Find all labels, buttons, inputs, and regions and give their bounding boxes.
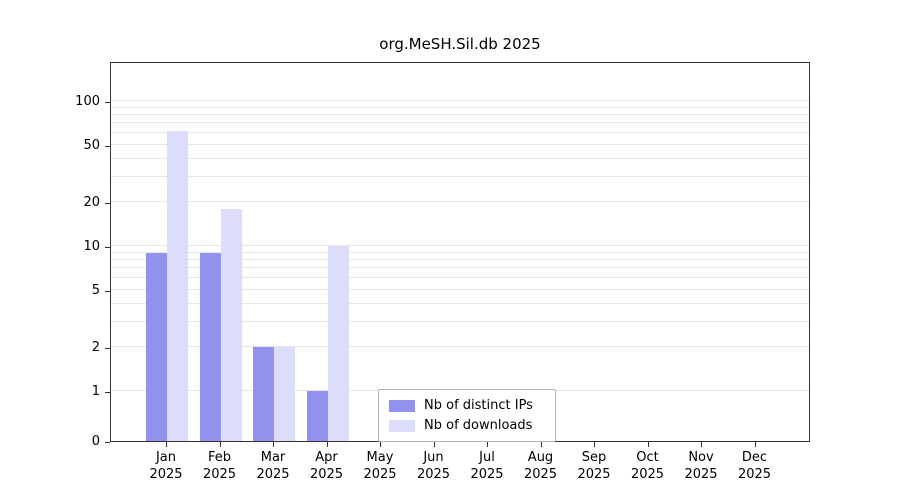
y-tick-label: 20 bbox=[83, 195, 100, 211]
x-tick-label: Dec 2025 bbox=[737, 450, 772, 482]
gridline bbox=[111, 100, 809, 101]
y-tick-label: 1 bbox=[91, 384, 100, 399]
x-tick-label: Jan 2025 bbox=[149, 450, 183, 482]
gridline bbox=[111, 288, 809, 290]
x-tick-label: Jul 2025 bbox=[470, 450, 504, 482]
plot-area bbox=[110, 62, 810, 442]
x-tick-mark bbox=[594, 442, 595, 447]
gridline bbox=[111, 346, 809, 348]
bar-distinct-ips bbox=[253, 347, 274, 441]
bar-distinct-ips bbox=[199, 252, 221, 441]
gridline bbox=[111, 106, 809, 108]
x-tick-mark bbox=[487, 442, 488, 447]
y-tick-mark bbox=[105, 392, 110, 393]
gridline bbox=[111, 114, 809, 116]
bar-downloads bbox=[220, 209, 242, 441]
y-tick-mark bbox=[105, 290, 110, 292]
x-tick-mark bbox=[433, 442, 435, 447]
gridline bbox=[111, 277, 809, 279]
legend-label-downloads: Nb of downloads bbox=[424, 418, 533, 433]
gridline bbox=[111, 320, 809, 322]
bar-downloads bbox=[274, 347, 295, 441]
y-tick-label: 10 bbox=[83, 239, 100, 254]
x-tick-label: Mar 2025 bbox=[256, 450, 290, 482]
y-tick-label: 5 bbox=[91, 282, 100, 298]
legend-item-distinct-ips: Nb of distinct IPs bbox=[389, 397, 545, 414]
y-tick-mark bbox=[105, 348, 110, 350]
chart-title: org.MeSH.Sil.db 2025 bbox=[379, 35, 541, 53]
y-tick-mark bbox=[105, 442, 110, 443]
gridline bbox=[111, 267, 809, 269]
gridline bbox=[111, 302, 809, 304]
y-tick-mark bbox=[105, 203, 110, 205]
bar-downloads bbox=[327, 246, 349, 441]
x-tick-mark bbox=[380, 442, 381, 447]
x-tick-mark bbox=[540, 442, 542, 447]
x-tick-label: Oct 2025 bbox=[630, 450, 665, 482]
x-tick-mark bbox=[647, 442, 649, 447]
gridline bbox=[111, 157, 809, 159]
x-tick-mark bbox=[219, 442, 221, 447]
x-tick-mark bbox=[701, 442, 702, 447]
gridline bbox=[111, 245, 809, 246]
bar-distinct-ips bbox=[146, 252, 167, 441]
bar-distinct-ips bbox=[306, 391, 328, 441]
x-tick-label: Jun 2025 bbox=[416, 450, 451, 482]
y-tick-label: 50 bbox=[83, 137, 100, 153]
legend-item-downloads: Nb of downloads bbox=[389, 417, 545, 434]
y-tick-mark bbox=[105, 247, 110, 248]
gridline bbox=[111, 175, 809, 177]
gridline bbox=[111, 201, 809, 203]
gridline bbox=[111, 251, 809, 253]
x-tick-label: Aug 2025 bbox=[523, 450, 558, 482]
x-tick-mark bbox=[326, 442, 328, 447]
y-tick-mark bbox=[105, 145, 110, 147]
x-tick-label: Apr 2025 bbox=[309, 450, 344, 482]
y-tick-label: 0 bbox=[91, 434, 100, 449]
legend-swatch-downloads bbox=[389, 419, 415, 432]
gridline bbox=[111, 122, 809, 124]
gridline bbox=[111, 143, 809, 145]
legend-label-distinct-ips: Nb of distinct IPs bbox=[424, 398, 533, 413]
x-tick-label: Feb 2025 bbox=[202, 450, 237, 482]
x-tick-label: May 2025 bbox=[363, 450, 397, 482]
gridline bbox=[111, 132, 809, 134]
legend: Nb of distinct IPs Nb of downloads bbox=[378, 389, 556, 442]
legend-swatch-distinct-ips bbox=[389, 399, 415, 412]
y-tick-label: 100 bbox=[75, 94, 100, 109]
x-tick-label: Nov 2025 bbox=[684, 450, 718, 482]
x-tick-mark bbox=[754, 442, 756, 447]
gridline bbox=[111, 259, 809, 261]
y-tick-mark bbox=[105, 102, 110, 103]
bar-downloads bbox=[167, 131, 188, 441]
x-tick-mark bbox=[166, 442, 167, 447]
x-tick-mark bbox=[273, 442, 274, 447]
y-tick-label: 2 bbox=[91, 340, 100, 356]
x-tick-label: Sep 2025 bbox=[577, 450, 611, 482]
